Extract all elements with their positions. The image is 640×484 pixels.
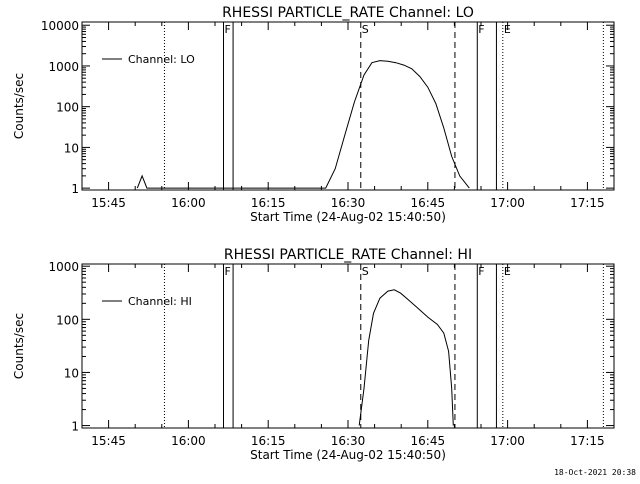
legend-entry: Channel: HI xyxy=(128,295,192,308)
y-tick-label: 1000 xyxy=(48,260,79,274)
x-tick-label: 16:30 xyxy=(331,434,366,448)
chart-panel-1: RHESSI PARTICLE_RATE Channel: LO 15:45 16:… xyxy=(12,5,615,224)
x-tick-label: 17:15 xyxy=(570,434,605,448)
y-tick-label: 1 xyxy=(71,182,79,196)
event-line-label: S xyxy=(362,23,369,36)
x-tick-label: 16:45 xyxy=(411,434,446,448)
x-tick-label: 16:45 xyxy=(411,196,446,210)
event-line-label: E xyxy=(504,23,511,36)
y-tick-label: 100 xyxy=(56,313,79,327)
timestamp: 18-Oct-2021 20:38 xyxy=(554,468,636,477)
y-tick-label: 10 xyxy=(64,366,79,380)
series-line xyxy=(358,289,454,426)
series-line xyxy=(136,60,470,189)
x-tick-label: 16:15 xyxy=(251,196,286,210)
chart-title: RHESSI PARTICLE_RATE Channel: HI xyxy=(224,247,472,263)
plot-frame xyxy=(81,263,615,429)
event-line-label: F xyxy=(225,23,231,36)
x-tick-label: 17:00 xyxy=(490,434,525,448)
y-tick-label: 10 xyxy=(64,141,79,155)
x-tick-label: 16:00 xyxy=(171,434,206,448)
x-tick-label: 16:15 xyxy=(251,434,286,448)
event-line-label: F xyxy=(478,23,484,36)
chart-title: RHESSI PARTICLE_RATE Channel: LO xyxy=(222,5,474,21)
event-line-label: S xyxy=(362,265,369,278)
x-axis-label: Start Time (24-Aug-02 15:40:50) xyxy=(250,210,446,224)
y-axis-label: Counts/sec xyxy=(12,313,26,379)
event-line-label: E xyxy=(504,265,511,278)
y-tick-label: 1 xyxy=(71,420,79,434)
plot-frame xyxy=(81,21,615,191)
y-tick-label: 100 xyxy=(56,101,79,115)
x-tick-label: 16:00 xyxy=(171,196,206,210)
x-axis-label: Start Time (24-Aug-02 15:40:50) xyxy=(250,448,446,462)
y-axis-label: Counts/sec xyxy=(12,73,26,139)
x-tick-label: 17:00 xyxy=(490,196,525,210)
x-tick-label: 17:15 xyxy=(570,196,605,210)
event-line-label: F xyxy=(225,265,231,278)
legend-entry: Channel: LO xyxy=(128,53,195,66)
event-line-label: F xyxy=(478,265,484,278)
x-tick-label: 15:45 xyxy=(91,434,126,448)
x-tick-label: 16:30 xyxy=(331,196,366,210)
y-tick-label: 1000 xyxy=(48,60,79,74)
chart-panel-2: RHESSI PARTICLE_RATE Channel: HI 15:45 16:… xyxy=(12,247,615,462)
y-tick-label: 10000 xyxy=(41,19,79,33)
x-tick-label: 15:45 xyxy=(91,196,126,210)
